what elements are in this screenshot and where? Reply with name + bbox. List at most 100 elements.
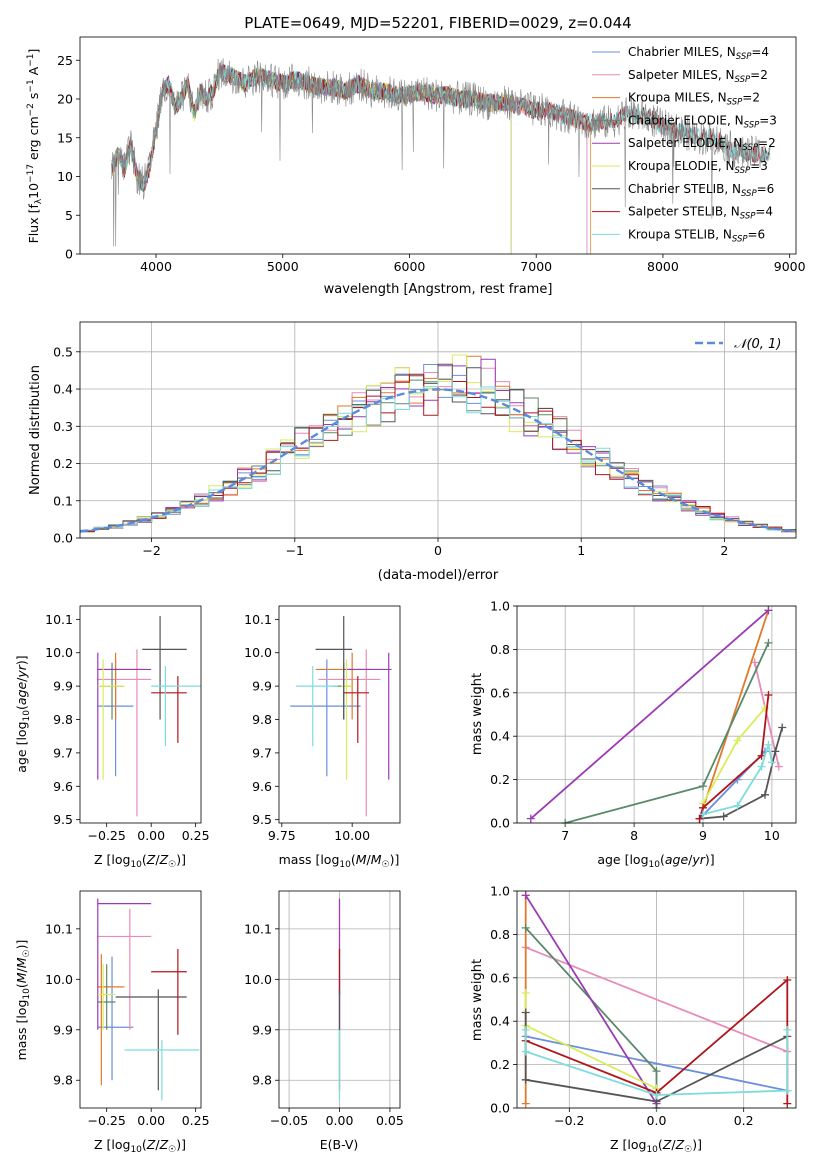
y-tick-label: 10.0	[45, 645, 73, 660]
data-point	[767, 758, 776, 767]
x-tick-label: 7000	[520, 259, 552, 274]
legend-entry: Chabrier STELIB, NSSP=6	[628, 182, 774, 199]
axes-frame	[79, 36, 797, 255]
y-tick-label: 9.8	[252, 1073, 272, 1088]
y-tick-label: 5	[65, 208, 73, 223]
y-tick-label: 0	[65, 247, 73, 262]
series-line	[525, 1035, 788, 1092]
y-tick-label: 0.2	[53, 456, 73, 471]
y-tick-label: 0.2	[490, 772, 510, 787]
y-tick-label: 10.1	[45, 612, 73, 627]
x-tick-label: −1	[286, 543, 304, 558]
x-tick-label: 5000	[267, 259, 299, 274]
axes-frame	[278, 890, 401, 1109]
legend-entry: Salpeter STELIB, NSSP=4	[628, 205, 773, 222]
x-axis-label: Z [log10(Z/Z☉)]	[94, 1137, 186, 1155]
x-tick-label: 2	[720, 543, 728, 558]
x-tick-label: 9.75	[268, 828, 296, 843]
y-tick-label: 1.0	[490, 884, 510, 899]
y-tick-label: 0.2	[490, 1057, 510, 1072]
data-point	[699, 782, 707, 791]
data-point	[761, 790, 769, 799]
x-tick-label: −0.05	[270, 1113, 308, 1128]
data-point	[521, 1025, 530, 1034]
x-tick-label: 0	[434, 543, 442, 558]
data-point	[521, 988, 530, 997]
data-point	[764, 740, 773, 749]
y-axis-label: Normed distribution	[28, 365, 43, 495]
y-tick-label: 10.1	[244, 612, 272, 627]
data-point	[521, 1099, 530, 1108]
x-tick-label: 8000	[647, 259, 679, 274]
legend-entry: Kroupa ELODIE, NSSP=3	[628, 159, 768, 176]
y-tick-label: 0.0	[490, 1101, 510, 1116]
data-point	[783, 1086, 792, 1095]
y-tick-label: 9.5	[53, 812, 73, 827]
y-tick-label: 9.9	[252, 679, 272, 694]
axes-frame	[516, 890, 797, 1109]
axes-frame	[516, 605, 797, 824]
data-point	[521, 1075, 530, 1084]
x-tick-label: 10	[764, 828, 780, 843]
x-axis-label: E(B-V)	[320, 1137, 359, 1152]
y-tick-label: 0.0	[53, 531, 73, 546]
y-tick-label: 9.9	[53, 1022, 73, 1037]
y-tick-label: 9.9	[252, 1022, 272, 1037]
x-tick-label: 0.00	[137, 1113, 165, 1128]
x-axis-label: Z [log10(Z/Z☉)]	[610, 1137, 702, 1155]
data-point	[771, 747, 780, 756]
axes-mass-weight-vs-age: 7 8 9 10 0.0 0.2 0.4 0.6 0.8 1.0	[490, 599, 797, 843]
x-tick-label: 0.00	[326, 1113, 354, 1128]
x-tick-label: −2	[142, 543, 160, 558]
y-tick-label: 10.0	[244, 645, 272, 660]
y-tick-label: 9.8	[53, 1073, 73, 1088]
x-tick-label: 7	[561, 828, 569, 843]
data-point	[757, 762, 766, 771]
data-point	[774, 762, 783, 771]
y-tick-label: 10.1	[244, 921, 272, 936]
series-line	[530, 609, 769, 820]
data-point	[778, 723, 787, 732]
legend-entry: Kroupa STELIB, NSSP=6	[628, 227, 765, 244]
axes-spectrum: 4000 5000 6000 7000 8000 9000 0 5 10 15 20 25	[57, 36, 806, 274]
data-point	[733, 801, 742, 810]
x-tick-label: 0.0	[647, 1113, 667, 1128]
data-point	[652, 1090, 661, 1099]
y-tick-label: 1.0	[490, 599, 510, 614]
y-tick-label: 9.5	[252, 812, 272, 827]
x-axis-label: wavelength [Angstrom, rest frame]	[324, 282, 553, 297]
y-tick-label: 0.4	[490, 1014, 510, 1029]
y-tick-label: 10	[57, 169, 73, 184]
y-tick-label: 10.0	[244, 972, 272, 987]
axes-age-vs-mass: 9.75 10.00 9.5 9.6 9.7 9.8 9.9 10.0 10.1	[244, 605, 401, 843]
legend: Chabrier MILES, NSSP=4 Salpeter MILES, NS…	[592, 45, 777, 244]
data-point	[699, 810, 707, 819]
axes-frame	[79, 321, 797, 539]
observed-spectrum-line	[111, 58, 765, 247]
series-line	[564, 642, 770, 823]
y-tick-label: 9.7	[252, 745, 272, 760]
axes-frame	[79, 890, 202, 1109]
y-tick-label: 9.8	[252, 712, 272, 727]
x-axis-label: (data-model)/error	[378, 568, 499, 583]
legend-entry: Kroupa MILES, NSSP=2	[628, 91, 760, 108]
x-tick-label: 0.25	[182, 828, 210, 843]
y-tick-label: 0.3	[53, 419, 73, 434]
x-tick-label: 0.00	[137, 828, 165, 843]
y-tick-label: 0.8	[490, 927, 510, 942]
y-tick-label: 0.8	[490, 642, 510, 657]
legend-entry: Chabrier ELODIE, NSSP=3	[628, 113, 777, 130]
x-axis-label: Z [log10(Z/Z☉)]	[94, 852, 186, 870]
legend-entry: Chabrier MILES, NSSP=4	[628, 45, 769, 62]
y-tick-label: 9.9	[53, 679, 73, 694]
x-tick-label: 10.00	[334, 828, 370, 843]
y-tick-label: 10.1	[45, 921, 73, 936]
x-tick-label: 9000	[774, 259, 806, 274]
x-tick-label: 6000	[394, 259, 426, 274]
axes-frame	[278, 605, 401, 824]
data-point	[764, 638, 773, 647]
y-tick-label: 0.1	[53, 493, 73, 508]
data-point	[652, 1067, 661, 1076]
y-tick-label: 0.6	[490, 970, 510, 985]
data-point	[521, 1008, 530, 1017]
